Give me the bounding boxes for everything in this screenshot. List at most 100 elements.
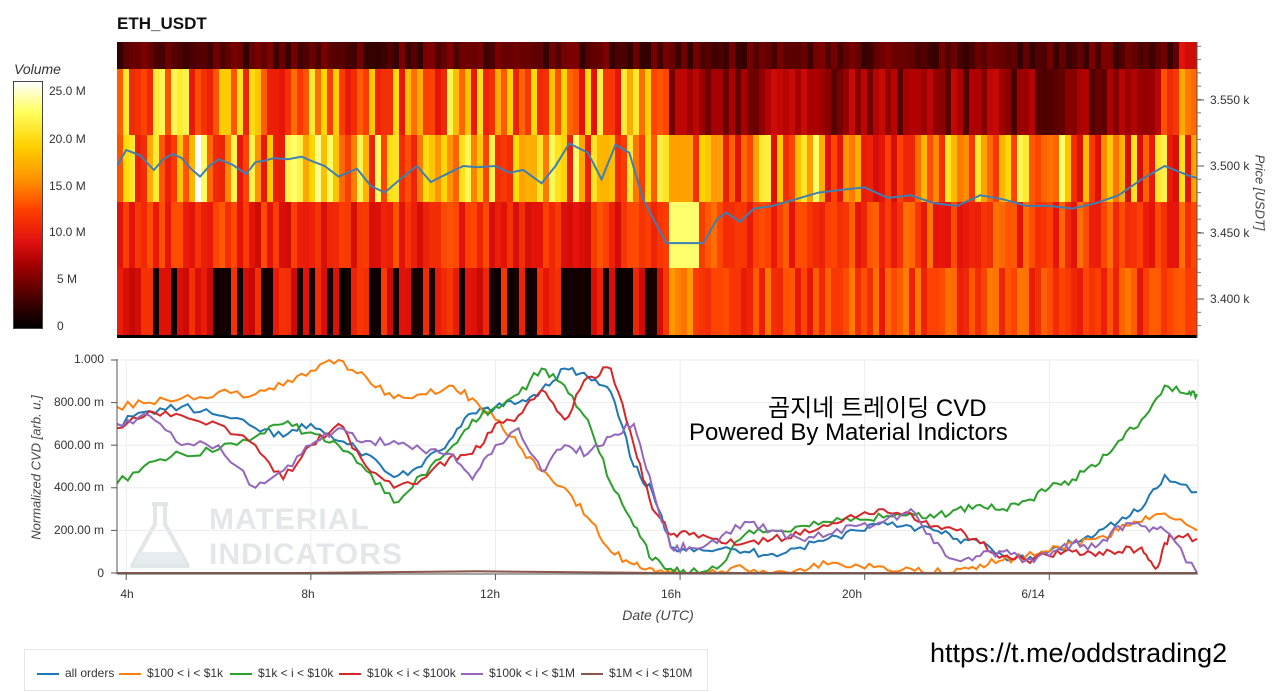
heatmap-cell — [1029, 135, 1036, 202]
heatmap-cell — [1191, 202, 1197, 268]
heatmap-cell — [147, 135, 154, 202]
heatmap-cell — [129, 268, 136, 338]
heatmap-cell — [855, 69, 862, 135]
heatmap-cell — [327, 42, 334, 69]
heatmap-cell — [627, 268, 634, 338]
heatmap-cell — [801, 202, 808, 268]
heatmap-cell — [549, 268, 556, 338]
heatmap-cell — [1005, 69, 1012, 135]
heatmap-cell — [405, 42, 412, 69]
heatmap-cell — [1149, 202, 1156, 268]
chart-title: ETH_USDT — [117, 14, 207, 33]
heatmap-cell — [1083, 69, 1090, 135]
heatmap-cell — [123, 69, 130, 135]
legend-item[interactable]: $1k < i < $10k — [230, 666, 333, 680]
heatmap-cell — [237, 268, 244, 338]
heatmap-cell — [225, 42, 232, 69]
heatmap-cell — [507, 202, 514, 268]
heatmap-cell — [405, 268, 412, 338]
heatmap-cell — [843, 268, 850, 338]
legend-item[interactable]: $10k < i < $100k — [339, 666, 456, 680]
x-tick-label: 4h — [120, 587, 134, 601]
heatmap-cell — [267, 202, 274, 268]
heatmap-cell — [495, 202, 502, 268]
heatmap-cell — [435, 202, 442, 268]
heatmap-cell — [963, 202, 970, 268]
legend-item[interactable]: $100k < i < $1M — [461, 666, 575, 680]
heatmap-cell — [813, 69, 820, 135]
heatmap-cell — [825, 135, 832, 202]
heatmap-cell — [249, 135, 256, 202]
heatmap-cell — [189, 135, 196, 202]
heatmap-cell — [717, 202, 724, 268]
price-axis-title: Price [USDT] — [1252, 154, 1268, 231]
x-axis-title: Date (UTC) — [622, 607, 694, 623]
heatmap-cell — [609, 135, 616, 202]
heatmap-cell — [591, 268, 598, 338]
legend-item[interactable]: $100 < i < $1k — [119, 666, 223, 680]
heatmap-cell — [519, 135, 526, 202]
heatmap-cell — [957, 202, 964, 268]
heatmap-cell — [1161, 69, 1168, 135]
heatmap-cell — [1077, 202, 1084, 268]
heatmap-cell — [867, 69, 874, 135]
heatmap-cell — [1113, 135, 1120, 202]
heatmap-cell — [459, 42, 466, 69]
heatmap-cell — [807, 202, 814, 268]
heatmap-cell — [603, 42, 610, 69]
heatmap-cell — [867, 202, 874, 268]
heatmap-cell — [747, 268, 754, 338]
heatmap-cell — [1125, 202, 1132, 268]
heatmap-cell — [975, 202, 982, 268]
heatmap-cell — [1095, 135, 1102, 202]
heatmap-cell — [453, 202, 460, 268]
heatmap-cell — [765, 268, 772, 338]
heatmap-cell — [189, 202, 196, 268]
heatmap-cell — [225, 268, 232, 338]
heatmap-cell — [597, 135, 604, 202]
heatmap-cell — [297, 135, 304, 202]
heatmap-cell — [291, 42, 298, 69]
heatmap-cell — [429, 69, 436, 135]
heatmap-cell — [861, 135, 868, 202]
heatmap-cell — [585, 202, 592, 268]
heatmap-cell — [825, 268, 832, 338]
heatmap-cell — [327, 135, 334, 202]
heatmap-cell — [555, 69, 562, 135]
heatmap-cell — [369, 202, 376, 268]
heatmap-cell — [999, 69, 1006, 135]
heatmap-cell — [651, 268, 658, 338]
heatmap-cell — [261, 268, 268, 338]
heatmap-cell — [633, 42, 640, 69]
heatmap-cell — [657, 268, 664, 338]
heatmap-cell — [915, 42, 922, 69]
heatmap-cell — [303, 202, 310, 268]
heatmap-cell — [195, 42, 202, 69]
heatmap-cell — [993, 42, 1000, 69]
heatmap-cell — [267, 268, 274, 338]
heatmap-cell — [1095, 202, 1102, 268]
heatmap-cell — [387, 202, 394, 268]
cvd-plot-frame — [116, 359, 1199, 574]
heatmap-cell — [675, 268, 682, 338]
heatmap-cell — [705, 268, 712, 338]
legend-item[interactable]: $1M < i < $10M — [581, 666, 692, 680]
heatmap-cell — [1137, 268, 1144, 338]
heatmap-cell — [891, 268, 898, 338]
heatmap-cell — [693, 268, 700, 338]
heatmap-cell — [513, 202, 520, 268]
cvd-grid — [117, 359, 1198, 574]
flask-logo — [130, 502, 190, 568]
colorbar-tick: 10.0 M — [49, 225, 86, 239]
heatmap-cell — [1041, 135, 1048, 202]
heatmap-cell — [615, 202, 622, 268]
telegram-link[interactable]: https://t.me/oddstrading2 — [930, 638, 1228, 668]
heatmap-cell — [1065, 42, 1072, 69]
heatmap-cell — [153, 69, 160, 135]
heatmap-cell — [759, 202, 766, 268]
heatmap-cell — [231, 202, 238, 268]
legend-item[interactable]: all orders — [37, 666, 114, 680]
heatmap-cell — [837, 202, 844, 268]
heatmap-cell — [873, 268, 880, 338]
heatmap-cell — [531, 42, 538, 69]
